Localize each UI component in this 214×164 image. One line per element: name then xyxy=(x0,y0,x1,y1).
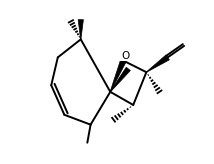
Text: O: O xyxy=(121,51,129,61)
Polygon shape xyxy=(110,60,126,92)
Polygon shape xyxy=(78,20,83,39)
Polygon shape xyxy=(146,55,169,72)
Polygon shape xyxy=(110,67,130,92)
